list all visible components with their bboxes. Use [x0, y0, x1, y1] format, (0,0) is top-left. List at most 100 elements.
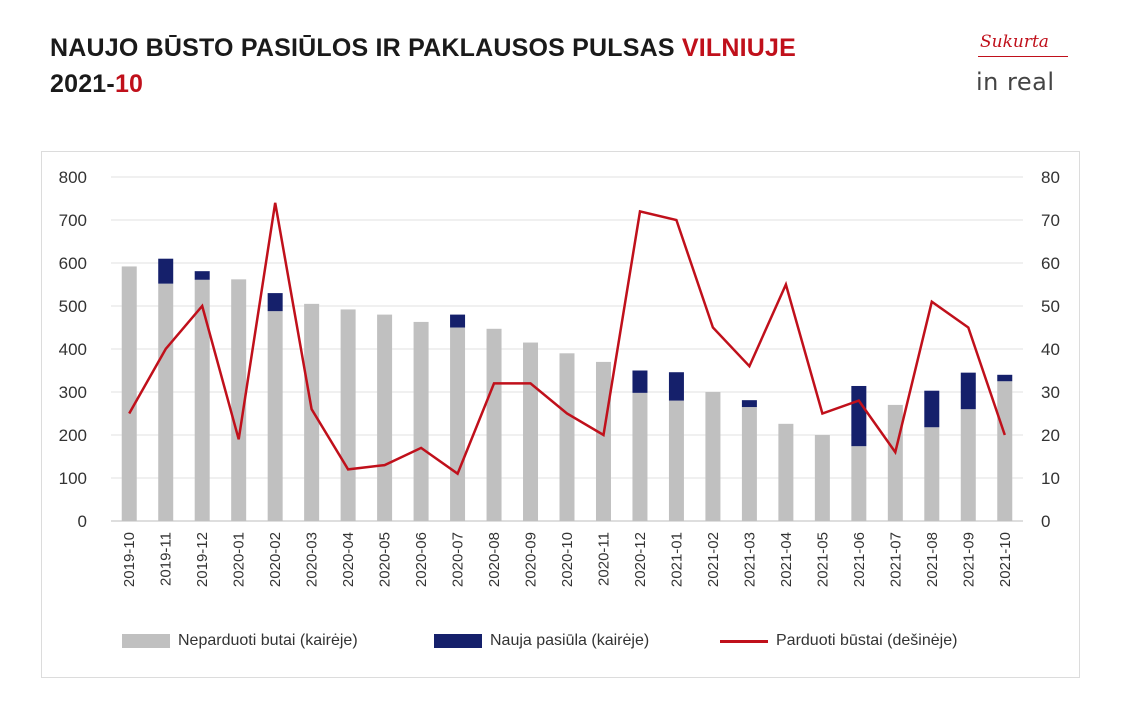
legend-label-unsold: Neparduoti butai (kairėje): [178, 632, 358, 649]
x-tick-label: 2021-02: [705, 532, 722, 587]
bar-new-supply: [194, 271, 210, 280]
x-tick-label: 2019-10: [121, 532, 138, 587]
x-tick-label: 2021-05: [814, 532, 831, 587]
bar-unsold: [887, 404, 903, 521]
bar-unsold: [997, 381, 1013, 521]
legend-item-unsold: Neparduoti butai (kairėje): [122, 632, 358, 650]
title-city: VILNIUJE: [681, 34, 797, 62]
x-tick-label: 2019-12: [194, 532, 211, 587]
chart-frame: [41, 151, 1080, 678]
bar-unsold: [304, 303, 320, 521]
logo-underline: [978, 56, 1068, 57]
bar-unsold: [778, 423, 794, 521]
legend-swatch-new-supply: [434, 634, 482, 648]
bar-unsold: [450, 327, 466, 521]
y-left-tick-label: 100: [59, 469, 87, 488]
y-left-tick-label: 200: [59, 426, 87, 445]
y-right-tick-label: 40: [1041, 340, 1060, 359]
y-right-tick-label: 80: [1041, 168, 1060, 187]
x-tick-label: 2020-06: [413, 532, 430, 587]
bar-unsold: [194, 279, 210, 521]
x-tick-label: 2021-01: [668, 532, 685, 587]
y-right-tick-label: 70: [1041, 211, 1060, 230]
chart-title: NAUJO BŪSTO PASIŪLOS IR PAKLAUSOS PULSAS…: [50, 30, 796, 102]
x-tick-label: 2021-09: [960, 532, 977, 587]
x-tick-label: 2021-10: [997, 532, 1014, 587]
bar-new-supply: [450, 314, 466, 328]
bar-unsold: [814, 435, 830, 521]
bar-new-supply: [668, 372, 684, 401]
x-tick-label: 2021-04: [778, 532, 795, 587]
x-tick-label: 2021-06: [851, 532, 868, 587]
date-month: 10: [114, 70, 144, 98]
bar-unsold: [413, 321, 429, 521]
legend-label-sold: Parduoti būstai (dešinėje): [776, 632, 958, 649]
x-tick-label: 2020-07: [450, 532, 467, 587]
bar-new-supply: [960, 372, 976, 410]
y-right-tick-label: 60: [1041, 254, 1060, 273]
title-line: NAUJO BŪSTO PASIŪLOS IR PAKLAUSOS PULSAS…: [50, 30, 796, 66]
y-left-tick-label: 0: [78, 512, 87, 531]
inreal-logo: Sukurta in real: [968, 32, 1078, 102]
logo-brand: in real: [976, 68, 1055, 96]
x-tick-label: 2020-05: [377, 532, 394, 587]
y-left-tick-label: 600: [59, 254, 87, 273]
bar-unsold: [595, 361, 611, 521]
bar-new-supply: [267, 293, 283, 312]
y-right-tick-label: 50: [1041, 297, 1060, 316]
y-left-tick-label: 300: [59, 383, 87, 402]
bar-unsold: [523, 342, 539, 521]
x-tick-label: 2020-03: [304, 532, 321, 587]
x-tick-label: 2020-01: [231, 532, 248, 587]
x-tick-label: 2020-11: [595, 532, 612, 586]
bar-unsold: [158, 283, 174, 521]
y-right-tick-label: 30: [1041, 383, 1060, 402]
x-tick-label: 2020-10: [559, 532, 576, 587]
y-left-tick-label: 800: [59, 168, 87, 187]
date-year: 2021-: [50, 70, 115, 98]
bar-unsold: [231, 279, 247, 521]
bar-unsold: [851, 446, 867, 521]
logo-tagline: Sukurta: [980, 32, 1049, 52]
legend-line-sold: [720, 639, 768, 643]
y-right-tick-label: 20: [1041, 426, 1060, 445]
date-line: 2021-10: [50, 66, 796, 102]
y-left-tick-label: 500: [59, 297, 87, 316]
bar-new-supply: [158, 258, 174, 284]
y-right-tick-label: 0: [1041, 512, 1050, 531]
bar-unsold: [486, 328, 502, 521]
x-tick-label: 2020-08: [486, 532, 503, 587]
legend-label-new-supply: Nauja pasiūla (kairėje): [490, 632, 650, 649]
bar-unsold: [267, 311, 283, 521]
bar-unsold: [632, 392, 648, 521]
bar-unsold: [559, 353, 575, 521]
x-tick-label: 2019-11: [158, 532, 175, 586]
y-right-tick-label: 10: [1041, 469, 1060, 488]
x-tick-label: 2020-09: [523, 532, 540, 587]
bar-unsold: [668, 400, 684, 521]
bar-new-supply: [997, 374, 1013, 382]
bar-unsold: [741, 407, 757, 521]
bar-unsold: [340, 309, 356, 521]
x-tick-label: 2020-04: [340, 532, 357, 587]
x-tick-label: 2020-12: [632, 532, 649, 587]
x-tick-label: 2021-07: [887, 532, 904, 587]
bar-unsold: [377, 314, 393, 521]
bar-new-supply: [741, 400, 757, 408]
bar-new-supply: [924, 390, 940, 428]
legend: Neparduoti butai (kairėje) Nauja pasiūla…: [122, 632, 1022, 660]
bar-unsold: [924, 427, 940, 521]
x-tick-label: 2021-08: [924, 532, 941, 587]
legend-item-new-supply: Nauja pasiūla (kairėje): [434, 632, 649, 650]
bar-new-supply: [851, 385, 867, 447]
legend-swatch-unsold: [122, 634, 170, 648]
title-text: NAUJO BŪSTO PASIŪLOS IR PAKLAUSOS PULSAS: [50, 34, 682, 62]
x-tick-label: 2021-03: [741, 532, 758, 587]
bar-unsold: [121, 266, 137, 521]
bar-unsold: [705, 392, 721, 521]
y-left-tick-label: 400: [59, 340, 87, 359]
legend-item-sold: Parduoti būstai (dešinėje): [720, 632, 957, 650]
bar-unsold: [960, 409, 976, 521]
bar-new-supply: [632, 370, 648, 393]
